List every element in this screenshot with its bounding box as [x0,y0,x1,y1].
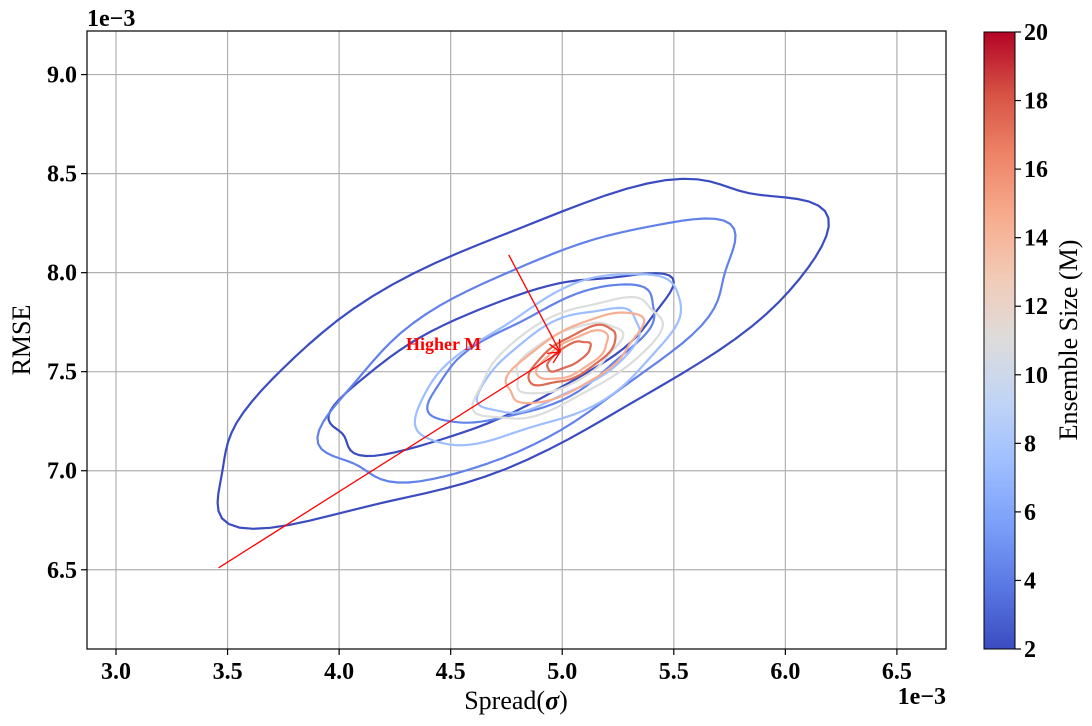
y-tick-label: 7.5 [47,360,77,386]
y-tick-label: 7.0 [47,459,77,485]
colorbar-tick-label: 10 [1024,363,1048,389]
colorbar-tick-label: 18 [1024,89,1048,115]
contour-m18 [527,323,617,387]
contour-m15 [504,311,646,405]
contour-m15 [534,329,610,381]
plot-frame [86,30,947,650]
y-tick-label: 6.5 [47,558,77,584]
x-tick-label: 6.0 [770,659,800,685]
contour-m18 [546,340,592,373]
annotation: Higher M [218,254,562,569]
annotation-arrow [218,351,561,569]
colorbar: 2 4 6 8 10 12 14 16 18 20 Ensemble Size (M) [983,20,1083,663]
colorbar-tick-label: 4 [1024,568,1036,594]
x-tick-label: 3.5 [213,659,243,685]
contour-m2 [216,177,830,530]
annotation-text: Higher M [406,334,481,354]
x-axis-label: Spread(σ) [464,686,568,715]
annotation-arrow [508,254,561,353]
colorbar-ticks: 2 4 6 8 10 12 14 16 18 20 [1015,20,1048,663]
contour-m5 [426,283,656,424]
colorbar-bar [983,31,1016,650]
contour-m8 [413,273,683,447]
y-tick-label: 9.0 [47,63,77,89]
x-axis-ticks: 3.0 3.5 4.0 4.5 5.0 5.5 6.0 6.5 [101,649,912,685]
x-tick-label: 4.0 [324,659,354,685]
x-axis-offset-label: 1e−3 [898,684,946,710]
contour-m12 [515,321,625,395]
y-tick-label: 8.5 [47,162,77,188]
colorbar-tick-label: 12 [1024,294,1048,320]
y-tick-label: 8.0 [47,261,77,287]
annotation-arrowhead [549,338,561,354]
contour-m2 [327,272,675,458]
colorbar-tick-label: 6 [1024,500,1036,526]
contour-m5 [316,217,737,484]
y-axis-label: RMSE [7,305,36,376]
x-tick-label: 5.5 [659,659,689,685]
colorbar-tick-label: 16 [1024,157,1048,183]
y-axis-offset-label: 1e−3 [87,6,135,32]
colorbar-label: Ensemble Size (M) [1054,240,1083,441]
contour-series [216,177,830,530]
colorbar-tick-label: 14 [1024,226,1048,252]
y-axis-ticks: 6.5 7.0 7.5 8.0 8.5 9.0 [47,63,87,584]
x-tick-label: 3.0 [101,659,131,685]
x-tick-label: 6.5 [882,659,912,685]
colorbar-tick-label: 20 [1024,20,1048,46]
colorbar-tick-label: 8 [1024,431,1036,457]
colorbar-tick-label: 2 [1024,637,1036,663]
x-tick-label: 4.5 [436,659,466,685]
x-tick-label: 5.0 [547,659,577,685]
